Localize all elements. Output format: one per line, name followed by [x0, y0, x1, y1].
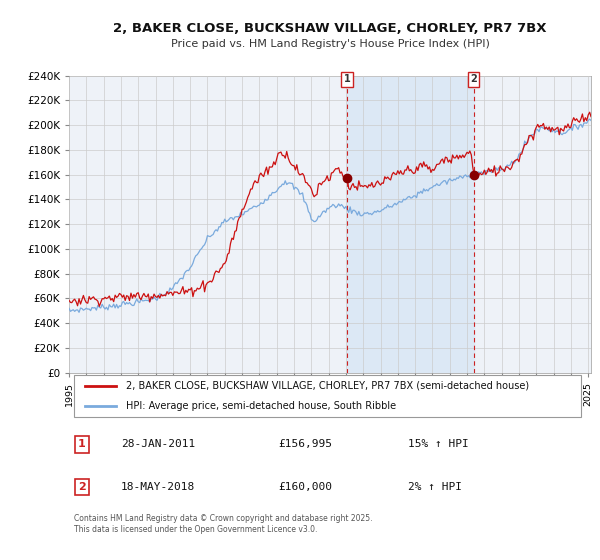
Text: Price paid vs. HM Land Registry's House Price Index (HPI): Price paid vs. HM Land Registry's House …	[170, 39, 490, 49]
Text: 2, BAKER CLOSE, BUCKSHAW VILLAGE, CHORLEY, PR7 7BX (semi-detached house): 2, BAKER CLOSE, BUCKSHAW VILLAGE, CHORLE…	[127, 381, 530, 391]
Text: 28-JAN-2011: 28-JAN-2011	[121, 439, 196, 449]
Text: £160,000: £160,000	[278, 482, 332, 492]
Text: 18-MAY-2018: 18-MAY-2018	[121, 482, 196, 492]
Text: 1: 1	[78, 439, 86, 449]
Text: 2: 2	[470, 74, 477, 85]
Text: 15% ↑ HPI: 15% ↑ HPI	[409, 439, 469, 449]
Text: 2: 2	[78, 482, 86, 492]
Text: 2% ↑ HPI: 2% ↑ HPI	[409, 482, 463, 492]
FancyBboxPatch shape	[74, 375, 581, 417]
Text: £156,995: £156,995	[278, 439, 332, 449]
Text: HPI: Average price, semi-detached house, South Ribble: HPI: Average price, semi-detached house,…	[127, 401, 397, 411]
Text: 2, BAKER CLOSE, BUCKSHAW VILLAGE, CHORLEY, PR7 7BX: 2, BAKER CLOSE, BUCKSHAW VILLAGE, CHORLE…	[113, 21, 547, 35]
Text: 1: 1	[344, 74, 350, 85]
Text: Contains HM Land Registry data © Crown copyright and database right 2025.
This d: Contains HM Land Registry data © Crown c…	[74, 514, 373, 534]
Bar	[347, 76, 473, 373]
